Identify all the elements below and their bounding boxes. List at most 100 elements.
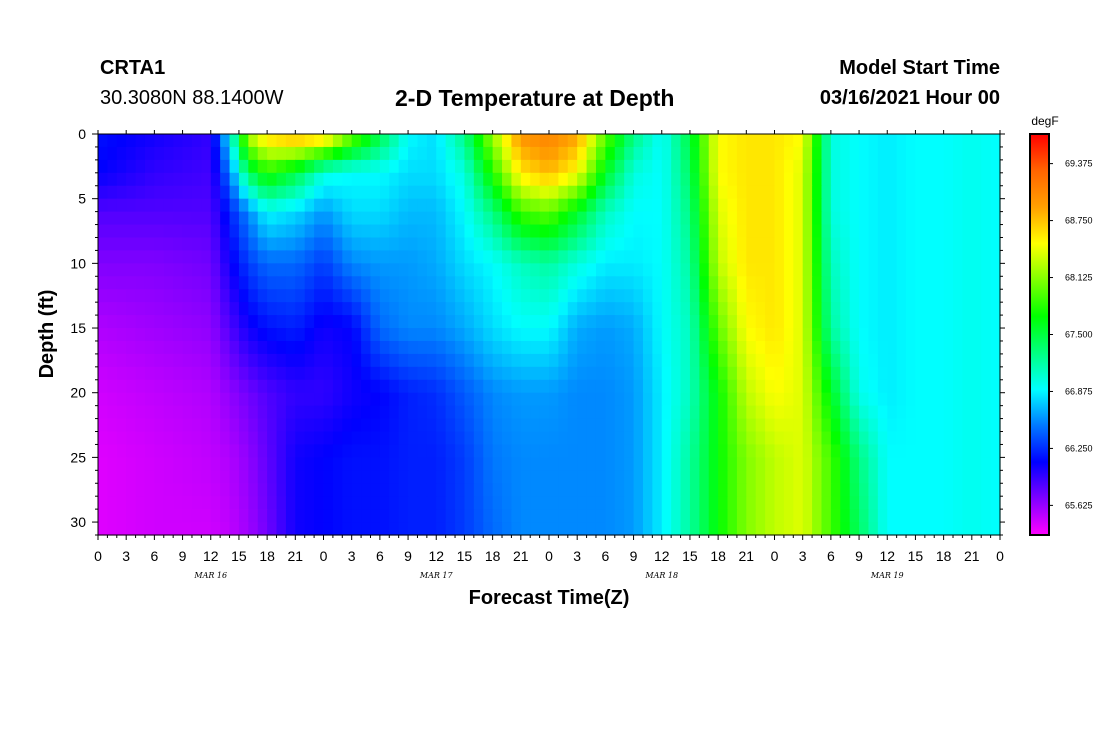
heatmap-cell xyxy=(774,302,785,316)
heatmap-cell xyxy=(633,470,644,484)
heatmap-cell xyxy=(511,340,522,355)
heatmap-cell xyxy=(642,289,653,303)
heatmap-cell xyxy=(163,392,174,407)
heatmap-cell xyxy=(98,366,108,381)
heatmap-cell xyxy=(887,134,898,148)
heatmap-cell xyxy=(502,340,513,355)
heatmap-cell xyxy=(379,431,390,446)
heatmap-cell xyxy=(464,405,475,420)
heatmap-cell xyxy=(530,276,541,290)
heatmap-cell xyxy=(953,353,964,368)
heatmap-cell xyxy=(464,276,475,290)
heatmap-cell xyxy=(906,276,917,290)
heatmap-cell xyxy=(144,522,155,536)
heatmap-cell xyxy=(558,496,569,510)
heatmap-cell xyxy=(173,366,184,381)
heatmap-cell xyxy=(304,302,315,316)
heatmap-cell xyxy=(248,237,259,252)
heatmap-cell xyxy=(849,146,860,161)
heatmap-cell xyxy=(389,328,400,342)
heatmap-cell xyxy=(511,159,522,174)
heatmap-cell xyxy=(464,224,475,239)
heatmap-cell xyxy=(896,237,907,252)
heatmap-cell xyxy=(868,340,879,355)
heatmap-cell xyxy=(915,496,926,510)
heatmap-cell xyxy=(107,353,118,368)
heatmap-cell xyxy=(229,134,240,148)
heatmap-cell xyxy=(539,353,550,368)
heatmap-cell xyxy=(614,237,625,252)
heatmap-cell xyxy=(257,159,268,174)
heatmap-cell xyxy=(765,315,776,329)
heatmap-cell xyxy=(689,224,700,239)
heatmap-cell xyxy=(126,315,137,329)
heatmap-cell xyxy=(953,315,964,329)
heatmap-cell xyxy=(116,353,127,368)
heatmap-cell xyxy=(248,366,259,381)
heatmap-cell xyxy=(351,509,362,523)
heatmap-cell xyxy=(812,198,823,213)
heatmap-cell xyxy=(285,302,296,316)
heatmap-cell xyxy=(943,289,954,303)
heatmap-cell xyxy=(135,418,146,433)
heatmap-cell xyxy=(370,366,381,381)
heatmap-cell xyxy=(971,276,982,290)
heatmap-cell xyxy=(821,418,832,433)
heatmap-cell xyxy=(229,457,240,471)
heatmap-cell xyxy=(220,315,231,329)
heatmap-cell xyxy=(614,198,625,213)
heatmap-cell xyxy=(285,159,296,174)
heatmap-cell xyxy=(126,509,137,523)
heatmap-cell xyxy=(915,276,926,290)
heatmap-cell xyxy=(464,134,475,148)
heatmap-cell xyxy=(295,379,306,394)
heatmap-cell xyxy=(182,418,193,433)
heatmap-cell xyxy=(191,522,202,536)
heatmap-cell xyxy=(736,418,747,433)
heatmap-cell xyxy=(887,185,898,200)
heatmap-cell xyxy=(943,444,954,458)
heatmap-cell xyxy=(502,483,513,497)
heatmap-cell xyxy=(502,379,513,394)
heatmap-cell xyxy=(793,431,804,446)
heatmap-cell xyxy=(314,134,325,148)
heatmap-cell xyxy=(558,379,569,394)
heatmap-cell xyxy=(116,444,127,458)
heatmap-cell xyxy=(539,302,550,316)
heatmap-cell xyxy=(971,470,982,484)
heatmap-cell xyxy=(530,302,541,316)
heatmap-cell xyxy=(915,237,926,252)
heatmap-cell xyxy=(417,431,428,446)
heatmap-cell xyxy=(783,134,794,148)
heatmap-cell xyxy=(727,522,738,536)
heatmap-cell xyxy=(680,289,691,303)
heatmap-cell xyxy=(708,431,719,446)
heatmap-cell xyxy=(971,211,982,226)
heatmap-cell xyxy=(361,522,372,536)
heatmap-cell xyxy=(426,134,437,148)
heatmap-cell xyxy=(201,444,212,458)
heatmap-cell xyxy=(370,392,381,407)
heatmap-cell xyxy=(906,146,917,161)
heatmap-cell xyxy=(530,405,541,420)
heatmap-cell xyxy=(445,366,456,381)
heatmap-cell xyxy=(511,289,522,303)
heatmap-cell xyxy=(323,470,334,484)
heatmap-cell xyxy=(661,496,672,510)
heatmap-cell xyxy=(238,379,249,394)
heatmap-cell xyxy=(840,328,851,342)
heatmap-cell xyxy=(520,405,531,420)
heatmap-cell xyxy=(661,289,672,303)
heatmap-cell xyxy=(342,509,353,523)
heatmap-cell xyxy=(539,224,550,239)
heatmap-cell xyxy=(191,263,202,277)
heatmap-cell xyxy=(98,340,108,355)
heatmap-cell xyxy=(924,211,935,226)
heatmap-cell xyxy=(511,276,522,290)
heatmap-cell xyxy=(943,315,954,329)
heatmap-cell xyxy=(868,198,879,213)
heatmap-cell xyxy=(511,237,522,252)
heatmap-cell xyxy=(793,185,804,200)
heatmap-cell xyxy=(323,134,334,148)
heatmap-cell xyxy=(896,418,907,433)
